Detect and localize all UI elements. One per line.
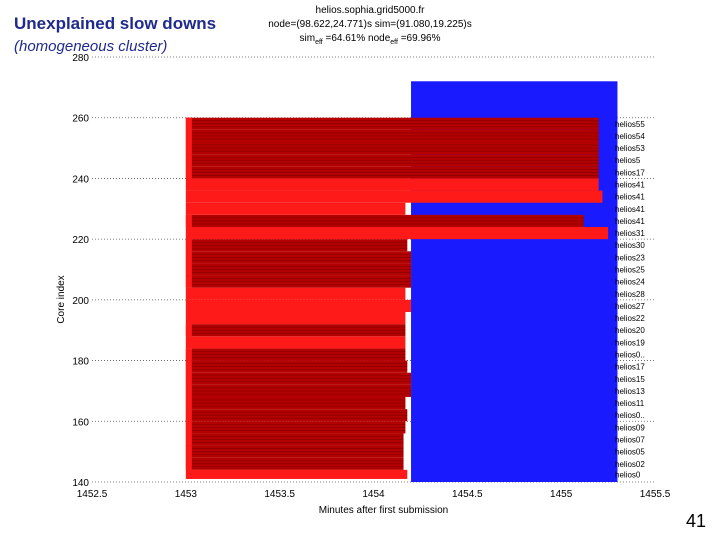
node-label: helios07 (615, 436, 645, 445)
node-label: helios30 (615, 241, 645, 250)
bar-start-segment (185, 275, 192, 288)
bar-start-segment (185, 129, 192, 142)
node-label: helios41 (615, 181, 645, 190)
bar (185, 178, 599, 191)
bar-start-segment (185, 421, 192, 434)
bar (185, 312, 406, 325)
node-label: helios0.. (615, 351, 645, 360)
bar (185, 202, 406, 215)
y-tick-label: 140 (72, 478, 89, 489)
bar-start-segment (185, 384, 192, 397)
node-label: helios19 (615, 338, 645, 347)
node-label: helios13 (615, 387, 645, 396)
x-tick-label: 1454 (362, 489, 385, 500)
bar-start-segment (185, 348, 192, 361)
bar-start-segment (185, 117, 192, 130)
efficiency-prefix: sim (299, 33, 316, 44)
bar-start-segment (185, 251, 192, 264)
bar-start-segment (185, 409, 192, 422)
efficiency-sub-2: eff (390, 39, 398, 46)
node-label: helios05 (615, 448, 645, 457)
node-label: helios55 (615, 120, 645, 129)
bar-start-segment (185, 263, 192, 276)
y-tick-label: 160 (72, 417, 89, 428)
bar-start-segment (185, 360, 192, 373)
node-label: helios09 (615, 423, 645, 432)
bar-start-segment (185, 433, 192, 446)
node-label: helios41 (615, 217, 645, 226)
bar-start-segment (185, 397, 192, 410)
chart-header-efficiency: simeff =64.61% nodeeff =69.96% (250, 32, 490, 50)
x-tick-label: 1455.5 (640, 489, 671, 500)
bar (185, 469, 408, 479)
node-label: helios25 (615, 266, 645, 275)
x-tick-label: 1454.5 (452, 489, 483, 500)
node-label: helios5 (615, 156, 641, 165)
slide-subtitle: (homogeneous cluster) (14, 38, 168, 55)
bar (185, 227, 609, 240)
y-tick-label: 240 (72, 174, 89, 185)
node-label: helios20 (615, 326, 645, 335)
node-label: helios0 (615, 470, 641, 479)
node-label: helios41 (615, 205, 645, 214)
x-tick-label: 1455 (550, 489, 573, 500)
bar-layer (185, 117, 609, 479)
slide-title: Unexplained slow downs (14, 14, 217, 33)
bar-start-segment (185, 457, 192, 470)
x-tick-label: 1453 (175, 489, 198, 500)
y-tick-label: 280 (72, 53, 89, 64)
y-axis-label: Core index (56, 275, 67, 323)
bar-start-segment (185, 166, 192, 179)
x-tick-label: 1453.5 (264, 489, 295, 500)
node-label: helios24 (615, 278, 645, 287)
page-number: 41 (685, 511, 706, 531)
node-label: helios53 (615, 144, 645, 153)
chart-header: helios.sophia.grid5000.fr node=(98.622,2… (250, 4, 490, 50)
node-label: helios0.. (615, 411, 645, 420)
bar-start-segment (185, 154, 192, 167)
bar (185, 190, 603, 203)
bar-start-segment (185, 214, 192, 227)
node-label: helios22 (615, 314, 645, 323)
node-label: helios11 (615, 399, 645, 408)
x-tick-label: 1452.5 (77, 489, 108, 500)
bar-start-segment (185, 239, 192, 252)
node-label: helios15 (615, 375, 645, 384)
chart-header-times: node=(98.622,24.771)s sim=(91.080,19.225… (268, 19, 472, 30)
node-label: helios17 (615, 168, 645, 177)
bar (185, 299, 412, 312)
node-label: helios41 (615, 193, 645, 202)
y-tick-label: 180 (72, 357, 89, 368)
node-label: helios27 (615, 302, 645, 311)
bar-start-segment (185, 445, 192, 458)
node-label: helios17 (615, 363, 645, 372)
x-axis-label: Minutes after first submission (319, 505, 449, 516)
bar-start-segment (185, 372, 192, 385)
y-tick-label: 260 (72, 114, 89, 125)
efficiency-suffix: =69.96% (397, 33, 441, 44)
y-tick-label: 200 (72, 296, 89, 307)
bar (185, 287, 406, 300)
efficiency-sub-1: eff (315, 39, 323, 46)
bar-start-segment (185, 142, 192, 155)
y-tick-label: 220 (72, 235, 89, 246)
node-label: helios54 (615, 132, 645, 141)
bar (185, 336, 406, 349)
node-label: helios31 (615, 229, 645, 238)
tick-layer: 140 160 180 200 220 240 260 280 1452.5 1453 1453.5… (72, 53, 670, 500)
efficiency-mid: =64.61% node (322, 33, 391, 44)
node-label: helios28 (615, 290, 645, 299)
bar-start-segment (185, 324, 192, 337)
node-label: helios02 (615, 460, 645, 469)
node-label: helios23 (615, 253, 645, 262)
chart-header-host: helios.sophia.grid5000.fr (315, 5, 425, 16)
